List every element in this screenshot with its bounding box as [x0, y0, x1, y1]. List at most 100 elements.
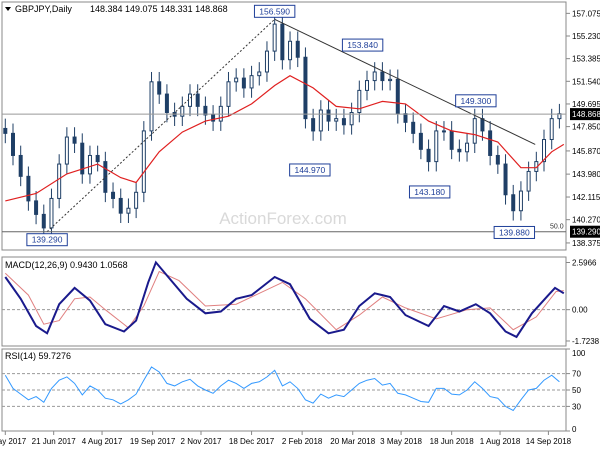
price-annotation-box: [26, 233, 68, 247]
price-candle-body: [418, 132, 423, 150]
price-candle-body: [472, 118, 477, 144]
price-candle-body: [95, 154, 100, 163]
rsi-grid: [2, 373, 566, 407]
price-candle-body: [80, 142, 85, 175]
price-candle-body: [511, 194, 516, 212]
price-y-tick-label: 155.230: [572, 32, 600, 41]
price-candle-body: [141, 130, 146, 193]
price-candle-body: [542, 139, 547, 163]
ohlc-header: 148.384 149.075 148.331 148.868: [90, 4, 228, 14]
price-y-tick-label: 151.540: [572, 77, 600, 86]
x-tick-label: 4 Aug 2017: [82, 437, 123, 446]
macd-y-tick-label: 2.5966: [572, 259, 597, 268]
price-y-tick-label: 143.980: [572, 170, 600, 179]
rsi-lines: [4, 366, 560, 412]
trendline-group: 50.0: [2, 18, 566, 233]
price-annotation-label: 156.590: [259, 6, 290, 16]
rsi-line: [4, 366, 560, 412]
macd-y-tick-label: 0.00: [572, 306, 588, 315]
price-candle-body: [303, 56, 308, 120]
price-candle-body: [211, 114, 216, 122]
price-candle-body: [334, 118, 339, 122]
price-candle-body: [126, 207, 131, 214]
price-candle-body: [426, 148, 431, 163]
price-candle-body: [249, 75, 254, 89]
price-candle-body: [395, 78, 400, 115]
price-candle-body: [549, 118, 554, 141]
watermark: ActionForex.com: [219, 209, 347, 228]
price-candle-body: [34, 200, 39, 215]
price-candle-body: [388, 78, 393, 82]
collapse-triangle-icon[interactable]: [5, 7, 11, 11]
price-candle-body: [157, 81, 162, 95]
price-candle-body: [449, 130, 454, 150]
rsi-y-tick-label: 30: [572, 402, 581, 411]
price-candle-body: [288, 40, 293, 61]
sma-line: [5, 75, 565, 202]
x-axis: 8 May 2017 21 Jun 2017 4 Aug 2017 19 Sep 20…: [0, 431, 572, 446]
price-candle-body: [234, 77, 239, 83]
price-y-tick-label: 147.850: [572, 123, 600, 132]
price-candle-body: [188, 93, 192, 107]
sma-line-group: [5, 75, 565, 202]
x-tick-label: 19 Sep 2017: [130, 437, 176, 446]
price-candle-body: [241, 77, 246, 89]
price-candle-body: [226, 81, 231, 107]
price-badge-label: 139.290: [572, 228, 600, 237]
price-candle-body: [10, 132, 15, 156]
price-candle-body: [326, 109, 331, 122]
price-annotation-box: [289, 163, 331, 177]
price-candle-body: [280, 23, 285, 61]
macd-y-axis: 2.5966 0.00 -1.7238: [566, 259, 600, 346]
x-tick-label: 18 Dec 2017: [229, 437, 275, 446]
price-header: GBPJPY,Daily 148.384 149.075 148.331 148…: [5, 4, 228, 14]
price-candle-body: [149, 81, 154, 132]
price-candle-body: [295, 40, 300, 58]
price-candle-body: [488, 130, 493, 156]
price-candle-body: [411, 121, 416, 134]
x-tick-label: 3 May 2018: [380, 437, 422, 446]
x-tick-label: 14 Sep 2018: [526, 437, 572, 446]
macd-panel: 2.5966 0.00 -1.7238 MACD(12,26,9) 0.9430 1…: [1, 256, 600, 347]
price-candle-body: [341, 118, 346, 126]
macd-lines: [4, 260, 565, 339]
rsi-y-axis: 100 70 50 30 0: [566, 348, 586, 434]
price-y-tick-label: 138.375: [572, 239, 600, 248]
x-tick-label: 21 Jun 2017: [32, 437, 77, 446]
price-badge: [570, 225, 600, 238]
price-candle-body: [103, 161, 108, 193]
price-candle-body: [403, 113, 408, 123]
price-candle-body: [3, 127, 8, 134]
price-candle-body: [41, 213, 46, 229]
price-y-tick-label: 145.870: [572, 147, 600, 156]
rsi-y-tick-label: 100: [572, 349, 586, 358]
x-tick-label: 20 Mar 2018: [330, 437, 375, 446]
price-annotation-box: [253, 4, 296, 18]
price-y-tick-label: 142.115: [572, 193, 600, 202]
price-badge-label: 148.868: [572, 110, 600, 119]
price-candle-body: [87, 154, 92, 175]
price-candle-body: [111, 191, 116, 199]
price-candle-body: [311, 118, 316, 132]
price-candle-body: [349, 111, 354, 126]
price-candle-body: [465, 142, 470, 153]
price-candle-body: [434, 130, 439, 163]
price-y-axis: 157.075 155.230 153.385 151.540 149.695 147.8…: [566, 9, 600, 248]
price-annotation-label: 144.970: [294, 165, 325, 175]
price-annotation-label: 139.880: [499, 227, 530, 237]
price-candle-body: [357, 89, 362, 113]
price-annotation-box: [408, 185, 451, 199]
rsi-panel: 100 70 50 30 0 RSI(14) 59.7276: [1, 348, 586, 434]
price-candle-body: [57, 163, 62, 199]
price-candle-body: [164, 93, 169, 113]
price-annotation-box: [493, 225, 536, 239]
rsi-label: RSI(14) 59.7276: [5, 351, 71, 361]
price-candle-body: [480, 118, 485, 132]
price-candle-body: [64, 136, 69, 165]
price-candle-body: [526, 170, 531, 192]
rsi-y-tick-label: 50: [572, 386, 581, 395]
price-annotation-label: 139.290: [32, 235, 63, 245]
macd-y-tick-label: -1.7238: [572, 337, 600, 346]
